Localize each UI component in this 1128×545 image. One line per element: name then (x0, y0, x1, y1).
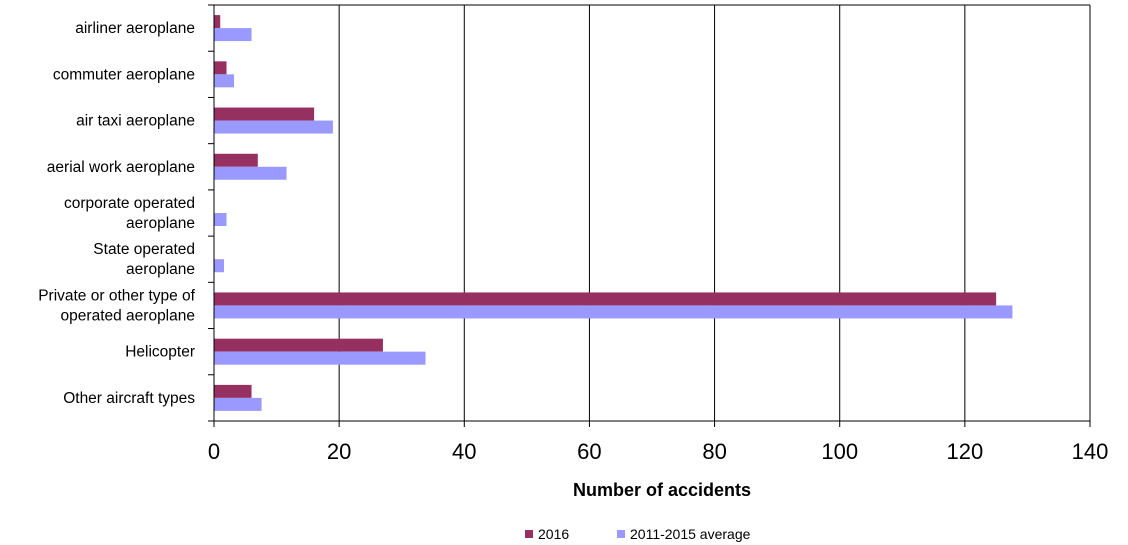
legend: 2016 2011-2015 average (525, 526, 751, 542)
category-label-5: State operated aeroplane (93, 241, 195, 278)
bar-avg-2 (214, 120, 333, 134)
bar-avg-6 (214, 305, 1013, 319)
bar-s2016-7 (214, 338, 383, 352)
x-tick-label-100: 100 (821, 439, 858, 464)
bars (214, 15, 1013, 411)
x-tick-label-40: 40 (452, 439, 476, 464)
x-tick-label-60: 60 (577, 439, 601, 464)
x-tick-label-20: 20 (327, 439, 351, 464)
category-label-1: commuter aeroplane (53, 66, 195, 83)
bar-avg-8 (214, 397, 262, 411)
legend-swatch-1 (617, 530, 625, 538)
x-tick-label-140: 140 (1072, 439, 1109, 464)
category-label-line: operated aeroplane (61, 307, 195, 324)
legend-label-0: 2016 (538, 526, 569, 542)
category-label-line: airliner aeroplane (75, 20, 195, 37)
category-label-6: Private or other type of operated aeropla… (38, 287, 195, 324)
category-label-8: Other aircraft types (63, 390, 195, 407)
axes (208, 4, 1091, 427)
category-label-line: aeroplane (126, 215, 195, 232)
legend-swatch-0 (525, 530, 533, 538)
bar-s2016-1 (214, 61, 227, 75)
category-label-line: aeroplane (126, 261, 195, 278)
category-label-line: State operated (93, 241, 195, 258)
category-label-line: Private or other type of (38, 287, 195, 304)
category-label-7: Helicopter (125, 344, 195, 361)
bar-avg-1 (214, 74, 235, 88)
x-tick-labels: 0 20 40 60 80 100 120 140 (208, 439, 1108, 464)
category-label-line: air taxi aeroplane (76, 113, 195, 130)
bar-avg-0 (214, 28, 252, 42)
category-labels: airliner aeroplane commuter aeroplane air … (38, 20, 195, 407)
category-label-3: aerial work aeroplane (47, 159, 195, 176)
bar-avg-4 (214, 213, 227, 226)
bar-s2016-8 (214, 384, 252, 398)
bar-avg-7 (214, 351, 426, 365)
category-label-line: corporate operated (64, 195, 195, 212)
bar-avg-3 (214, 166, 287, 180)
category-label-2: air taxi aeroplane (76, 113, 195, 130)
bar-s2016-2 (214, 107, 315, 121)
bar-s2016-0 (214, 15, 221, 29)
category-label-line: Helicopter (125, 344, 195, 361)
bar-avg-5 (214, 259, 225, 273)
legend-label-1: 2011-2015 average (630, 526, 751, 542)
x-tick-label-0: 0 (208, 439, 220, 464)
gridlines (214, 4, 1091, 421)
x-tick-label-120: 120 (946, 439, 983, 464)
x-axis-title: Number of accidents (573, 480, 751, 500)
x-tick-label-80: 80 (702, 439, 726, 464)
category-label-0: airliner aeroplane (75, 20, 195, 37)
category-label-line: Other aircraft types (63, 390, 195, 407)
bar-s2016-3 (214, 153, 258, 167)
category-label-4: corporate operated aeroplane (64, 195, 195, 232)
category-label-line: commuter aeroplane (53, 66, 195, 83)
bar-s2016-6 (214, 292, 997, 306)
category-label-line: aerial work aeroplane (47, 159, 195, 176)
